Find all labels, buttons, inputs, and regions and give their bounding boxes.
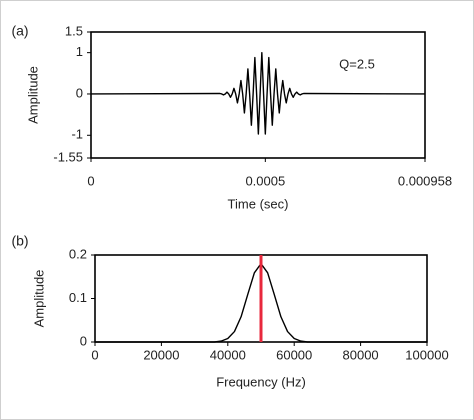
- data-line: [90, 51, 426, 135]
- panel-label: (a): [11, 23, 28, 39]
- x-tick-label: 100000: [405, 347, 448, 362]
- y-tick-label: 1: [76, 44, 83, 59]
- y-tick-label: 0: [80, 333, 87, 348]
- x-tick-label: 60000: [276, 347, 312, 362]
- x-tick-label: 0: [91, 347, 98, 362]
- x-tick-label: 80000: [343, 347, 379, 362]
- x-axis-label: Time (sec): [228, 196, 289, 211]
- y-tick-label: -1: [71, 127, 83, 142]
- y-tick-label: 1.5: [65, 23, 83, 38]
- panel-label: (b): [11, 233, 28, 249]
- y-axis-label: Amplitude: [25, 66, 40, 124]
- annotation: Q=2.5: [339, 56, 375, 71]
- x-tick-label: 0.000958: [398, 173, 452, 188]
- y-tick-label: 0.2: [69, 246, 87, 261]
- y-axis-label: Amplitude: [31, 270, 46, 328]
- x-axis-label: Frequency (Hz): [216, 374, 306, 389]
- y-tick-label: 0: [76, 85, 83, 100]
- y-tick-label: -1.55: [53, 149, 83, 164]
- x-tick-label: 20000: [143, 347, 179, 362]
- plot-frame: [90, 31, 426, 159]
- x-tick-label: 40000: [210, 347, 246, 362]
- x-tick-label: 0.0005: [245, 173, 285, 188]
- y-tick-label: 0.1: [69, 290, 87, 305]
- x-tick-label: 0: [87, 173, 94, 188]
